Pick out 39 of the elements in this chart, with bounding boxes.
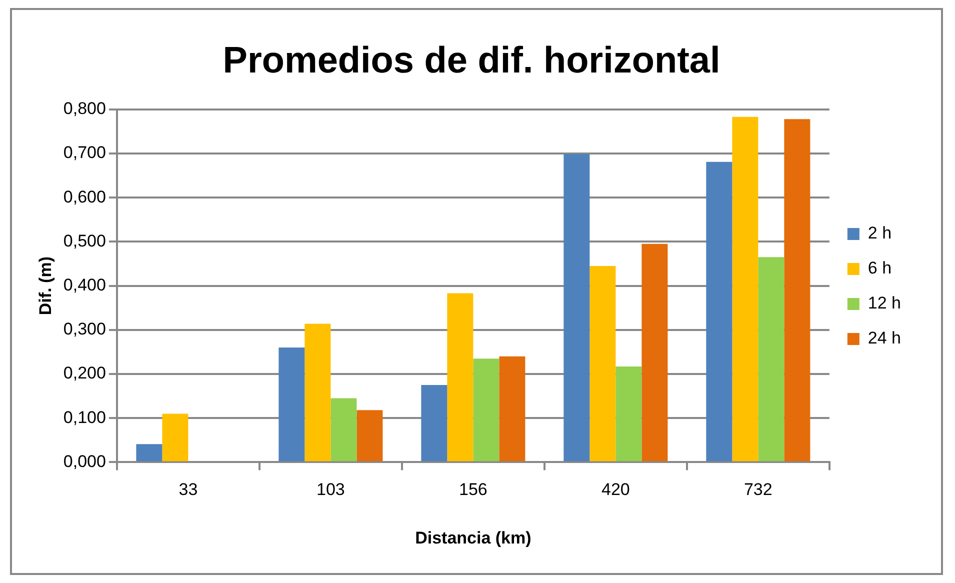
- bar: [706, 162, 732, 462]
- bar: [732, 116, 758, 462]
- bar: [758, 257, 784, 462]
- bar: [356, 410, 383, 462]
- y-axis-title: Dif. (m): [36, 256, 55, 316]
- y-tick-label: 0,300: [63, 320, 106, 339]
- bar: [330, 398, 357, 462]
- legend-label: 12 h: [868, 294, 902, 313]
- x-tick-label: 732: [744, 480, 772, 500]
- bar: [278, 348, 305, 462]
- x-tick-label: 103: [316, 480, 345, 500]
- bar: [784, 119, 810, 462]
- x-tick-label: 33: [178, 480, 198, 500]
- y-tick-label: 0,200: [63, 364, 106, 383]
- bar: [642, 244, 668, 462]
- y-tick-label: 0,000: [63, 452, 106, 471]
- bar: [421, 385, 448, 462]
- y-tick-label: 0,800: [63, 99, 106, 118]
- x-tick-label: 420: [601, 480, 630, 500]
- legend-label: 2 h: [868, 224, 892, 243]
- bar: [564, 154, 590, 462]
- bar: [162, 414, 188, 462]
- bar: [473, 358, 500, 462]
- chart-title: Promedios de dif. horizontal: [222, 39, 720, 80]
- bar: [304, 324, 331, 462]
- bar: [590, 266, 616, 462]
- bar: [136, 444, 162, 462]
- y-tick-label: 0,400: [63, 275, 106, 294]
- y-tick-label: 0,600: [63, 187, 106, 206]
- y-tick-label: 0,100: [63, 408, 106, 427]
- legend-label: 6 h: [868, 258, 892, 278]
- y-tick-label: 0,500: [63, 231, 106, 250]
- y-tick-label: 0,700: [63, 143, 106, 162]
- bar: [499, 356, 526, 462]
- x-axis-title: Distancia (km): [415, 528, 532, 548]
- bar: [616, 366, 642, 462]
- bar: [447, 293, 474, 462]
- x-tick-label: 156: [458, 480, 488, 500]
- legend-label: 24 h: [868, 328, 902, 348]
